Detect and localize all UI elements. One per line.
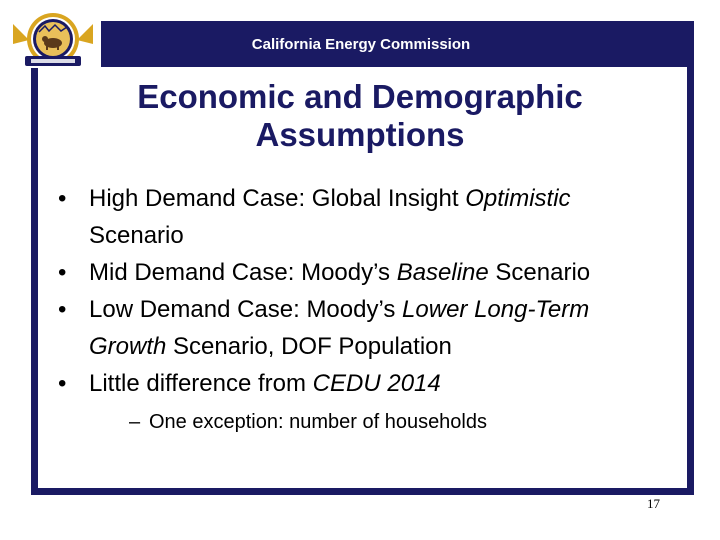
bullet-text: Little difference from [89, 370, 313, 397]
bullet-item: Little difference from CEDU 2014 One exce… [58, 365, 668, 436]
bullet-item: Mid Demand Case: Moody’s Baseline Scenar… [58, 254, 668, 291]
bullet-text-italic: Lower Long-Term Growth [89, 296, 590, 360]
page-number: 17 [647, 496, 660, 511]
bullet-list: High Demand Case: Global Insight Optimis… [58, 180, 668, 436]
slide-title-line-2: Assumptions [255, 116, 465, 153]
left-frame-bar [31, 68, 38, 495]
bullet-text-italic: Baseline [396, 259, 489, 286]
slide-title-line-1: Economic and Demographic [137, 78, 583, 115]
bullet-item: Low Demand Case: Moody’s Lower Long-Term… [58, 291, 668, 365]
sub-bullet-list: One exception: number of households [89, 408, 668, 436]
right-frame-bar [687, 21, 694, 495]
slide-title: Economic and Demographic Assumptions [90, 78, 630, 154]
bullet-text: Scenario [89, 222, 184, 249]
bullet-text: Mid Demand Case: Moody’s [89, 259, 397, 286]
bottom-frame-bar [31, 488, 694, 495]
bullet-text: Low Demand Case: Moody’s [89, 296, 403, 323]
bullet-text: Scenario, DOF Population [166, 333, 452, 360]
bullet-text: High Demand Case: Global Insight [89, 185, 466, 212]
org-name: California Energy Commission [251, 36, 471, 53]
bullet-text: Scenario [488, 259, 591, 286]
sub-bullet-item: One exception: number of households [89, 408, 668, 436]
header-bar [101, 21, 694, 67]
bullet-text-italic: Optimistic [465, 185, 571, 212]
bullet-text-italic: CEDU 2014 [312, 370, 441, 397]
california-energy-commission-seal-icon [13, 13, 93, 66]
bullet-item: High Demand Case: Global Insight Optimis… [58, 180, 668, 254]
